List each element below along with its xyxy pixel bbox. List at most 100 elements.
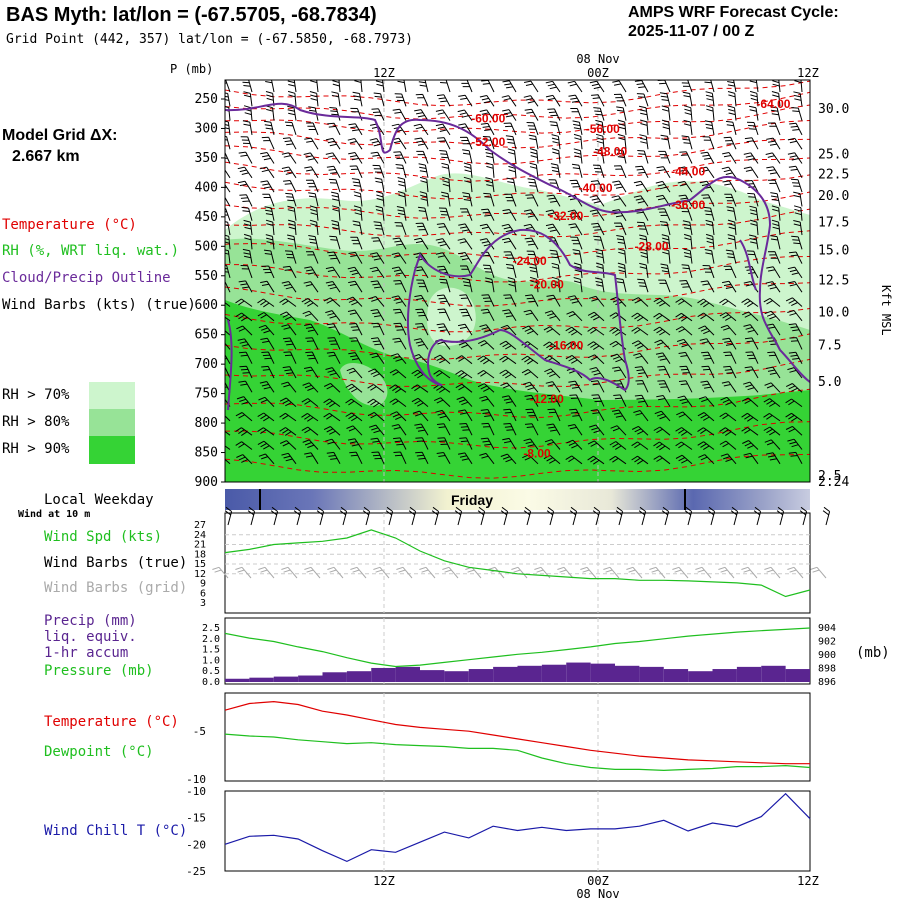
wind-barb-456 (741, 311, 759, 322)
wind-barb-171 (418, 163, 429, 178)
wind-barb-508 (699, 338, 715, 350)
wind-barb-448 (566, 311, 583, 322)
wind-barb-490 (305, 337, 319, 350)
wind-panel-gridlines (225, 513, 810, 613)
true-barb-21 (707, 506, 716, 526)
pressure-right-tick-904: 904 (818, 623, 836, 634)
wind-barb-317 (661, 234, 671, 250)
model-grid-label: Model Grid ΔX: (2, 127, 118, 144)
wind-barb-529 (565, 354, 583, 365)
wind-barb-580 (500, 382, 517, 393)
wind-barb-590 (721, 381, 737, 393)
precip-bar-8 (420, 670, 445, 682)
wind-barb-50 (727, 91, 737, 107)
true-barb-1 (247, 506, 256, 526)
top-tick-00z: 00Z (587, 66, 609, 80)
wind-barb-516 (283, 351, 297, 364)
wind-barb-17 (589, 80, 605, 93)
pressure-axis-label: P (mb) (170, 62, 213, 76)
wind-barb-176 (529, 162, 539, 178)
pressure-tick-labels-right: 896 898 900 902 904 (818, 623, 836, 688)
wind-barb-114 (347, 138, 363, 150)
wind-barb-404 (787, 281, 803, 293)
wind-barb-536 (723, 351, 737, 364)
wind-barb-466 (371, 322, 385, 336)
wind-barb-664 (567, 424, 583, 436)
wind-barb-25 (772, 80, 781, 93)
wind-barb-305 (392, 237, 407, 250)
wind-barb-87 (348, 123, 363, 136)
wind-barb-685 (437, 437, 451, 450)
wind-barb-418 (503, 294, 517, 307)
wind-barb-139 (303, 152, 319, 164)
wind-barb-294 (749, 219, 759, 236)
wind-barb-352 (240, 265, 253, 279)
wind-barb-430 (763, 297, 781, 307)
pressure-unit-label: (mb) (856, 645, 890, 661)
wind-barb-434 (257, 312, 275, 322)
wind-barb-454 (697, 312, 715, 322)
grid-barb-26 (810, 566, 827, 579)
wind-barb-37 (436, 94, 451, 107)
wind-barb-582 (545, 381, 561, 393)
wind-barb-328 (305, 251, 319, 264)
precip-label-2: liq. equiv. (44, 629, 137, 645)
wind-barb-461 (258, 324, 275, 336)
wind-barb-573 (345, 383, 363, 393)
wind-barb-325 (242, 248, 253, 264)
precip-panel-gridlines (383, 618, 599, 684)
isotherm-line-3 (225, 120, 810, 149)
wind-barb-365 (528, 263, 539, 278)
wind-barb-713 (457, 452, 473, 465)
isotherm-label-5: -44.00 (671, 165, 705, 179)
wind-barb-471 (479, 324, 495, 336)
true-barb-20 (684, 506, 693, 526)
wind-barb-323 (791, 235, 803, 250)
wind-barb-327 (284, 250, 297, 264)
grid-barb-24 (764, 566, 781, 579)
wind-barbs-grid-row (212, 566, 827, 579)
wind-barb-80 (791, 107, 803, 121)
wind-barb-673 (763, 426, 781, 436)
grid-barb-13 (511, 566, 528, 579)
wind-barb-494 (392, 337, 407, 350)
wind-barb-653 (323, 426, 341, 436)
wind-barb-643 (697, 412, 715, 422)
wind-barb-271 (243, 219, 253, 236)
wind-barb-67 (502, 109, 517, 121)
wind-barb-709 (371, 451, 385, 465)
wind-barb-577 (433, 384, 451, 393)
bottom-tick-12z-a: 12Z (373, 874, 395, 888)
wind-barb-647 (785, 412, 803, 422)
wind-barb-586 (635, 380, 649, 393)
legend-rh90-swatch (89, 436, 135, 464)
pressure-tick-550: 550 (195, 269, 218, 284)
wind-barb-303 (350, 236, 363, 250)
wind-barb-68 (524, 108, 539, 121)
wind-barb-38 (458, 94, 473, 107)
wind-barb-584 (590, 380, 605, 393)
wind-barb-319 (705, 233, 715, 250)
wind-barb-221 (330, 191, 341, 207)
wind-barb-356 (325, 266, 341, 279)
pressure-tick-900: 900 (195, 475, 218, 490)
true-barb-17 (615, 506, 624, 526)
wind-barb-578 (455, 383, 473, 393)
wind-barb-41 (523, 95, 539, 107)
wind-barb-100 (639, 119, 649, 135)
grid-barb-1 (235, 566, 252, 579)
wind-barb-479 (653, 326, 671, 336)
wind-barb-201 (485, 177, 495, 193)
wind-barb-654 (346, 425, 363, 436)
wind-barb-162 (225, 169, 231, 179)
wind-barb-48 (682, 91, 693, 107)
wind-barb-230 (525, 194, 539, 207)
wind-barb-29 (265, 91, 275, 107)
wind-barb-722 (653, 455, 671, 465)
cloud-outline (225, 102, 810, 411)
wind-barb-195 (351, 178, 363, 193)
wind-barb-493 (371, 337, 385, 350)
wind-barb-707 (326, 451, 341, 465)
wind-barb-571 (302, 382, 319, 393)
wind-barb-132 (744, 137, 759, 150)
